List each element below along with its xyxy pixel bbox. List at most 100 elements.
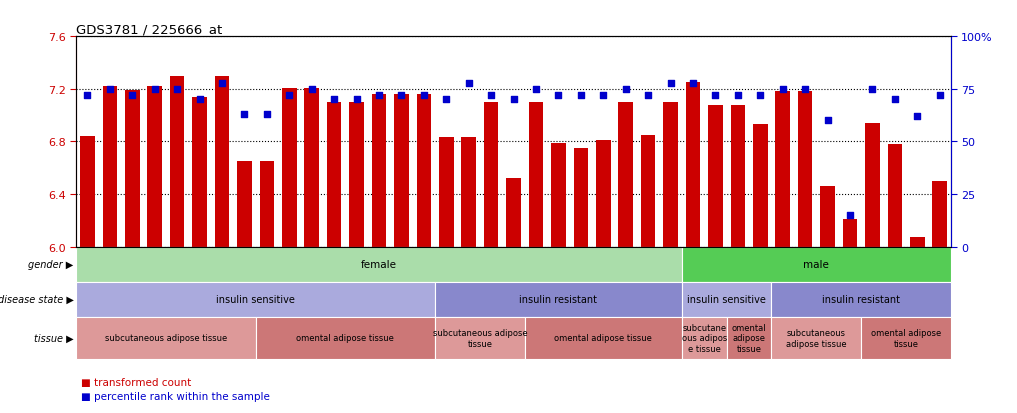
- Point: [707, 93, 723, 99]
- Point: [887, 97, 903, 103]
- Text: subcutaneous adipose
tissue: subcutaneous adipose tissue: [432, 328, 527, 348]
- Point: [909, 114, 925, 120]
- Bar: [170, 76, 184, 247]
- Point: [753, 93, 769, 99]
- Point: [416, 93, 432, 99]
- Bar: [439, 138, 454, 247]
- Bar: [395, 95, 409, 247]
- Point: [573, 93, 589, 99]
- Bar: [76, 247, 681, 282]
- Point: [617, 86, 634, 93]
- Point: [820, 118, 836, 124]
- Bar: [708, 105, 723, 247]
- Bar: [76, 282, 435, 317]
- Bar: [775, 92, 790, 247]
- Bar: [255, 317, 435, 359]
- Text: tissue ▶: tissue ▶: [34, 333, 73, 343]
- Bar: [843, 219, 857, 247]
- Bar: [772, 317, 861, 359]
- Bar: [417, 95, 431, 247]
- Text: subcutaneous adipose tissue: subcutaneous adipose tissue: [105, 334, 227, 342]
- Bar: [525, 317, 681, 359]
- Point: [528, 86, 544, 93]
- Point: [461, 80, 477, 87]
- Point: [169, 86, 185, 93]
- Bar: [596, 141, 610, 247]
- Bar: [681, 247, 951, 282]
- Bar: [282, 88, 297, 247]
- Point: [505, 97, 522, 103]
- Bar: [888, 145, 902, 247]
- Text: GDS3781 / 225666_at: GDS3781 / 225666_at: [76, 23, 223, 36]
- Bar: [304, 88, 319, 247]
- Point: [214, 80, 230, 87]
- Point: [326, 97, 343, 103]
- Bar: [326, 103, 342, 247]
- Point: [281, 93, 297, 99]
- Point: [438, 97, 455, 103]
- Point: [258, 112, 275, 118]
- Point: [79, 93, 96, 99]
- Point: [191, 97, 207, 103]
- Bar: [753, 125, 768, 247]
- Bar: [103, 87, 117, 247]
- Text: insulin sensitive: insulin sensitive: [687, 294, 766, 304]
- Point: [102, 86, 118, 93]
- Text: omental adipose tissue: omental adipose tissue: [296, 334, 395, 342]
- Bar: [933, 181, 947, 247]
- Bar: [821, 187, 835, 247]
- Text: insulin resistant: insulin resistant: [822, 294, 900, 304]
- Point: [640, 93, 656, 99]
- Bar: [663, 103, 678, 247]
- Bar: [435, 317, 525, 359]
- Point: [550, 93, 566, 99]
- Bar: [215, 76, 230, 247]
- Point: [349, 97, 365, 103]
- Bar: [798, 92, 813, 247]
- Point: [775, 86, 791, 93]
- Bar: [681, 317, 726, 359]
- Bar: [730, 105, 745, 247]
- Bar: [484, 103, 498, 247]
- Point: [371, 93, 387, 99]
- Bar: [618, 103, 633, 247]
- Point: [595, 93, 611, 99]
- Point: [730, 93, 746, 99]
- Bar: [529, 103, 543, 247]
- Bar: [237, 162, 252, 247]
- Bar: [435, 282, 681, 317]
- Point: [662, 80, 678, 87]
- Point: [394, 93, 410, 99]
- Bar: [865, 124, 880, 247]
- Text: insulin resistant: insulin resistant: [520, 294, 597, 304]
- Bar: [861, 317, 951, 359]
- Text: omental
adipose
tissue: omental adipose tissue: [732, 323, 767, 353]
- Point: [483, 93, 499, 99]
- Bar: [641, 135, 655, 247]
- Point: [864, 86, 881, 93]
- Text: omental adipose
tissue: omental adipose tissue: [871, 328, 941, 348]
- Text: subcutane
ous adipos
e tissue: subcutane ous adipos e tissue: [681, 323, 727, 353]
- Bar: [125, 91, 139, 247]
- Text: omental adipose tissue: omental adipose tissue: [554, 334, 652, 342]
- Bar: [910, 238, 924, 247]
- Point: [932, 93, 948, 99]
- Bar: [80, 137, 95, 247]
- Bar: [76, 317, 255, 359]
- Bar: [349, 103, 364, 247]
- Bar: [462, 138, 476, 247]
- Point: [797, 86, 814, 93]
- Bar: [551, 143, 565, 247]
- Point: [304, 86, 320, 93]
- Bar: [259, 162, 275, 247]
- Bar: [506, 179, 521, 247]
- Point: [236, 112, 252, 118]
- Text: insulin sensitive: insulin sensitive: [217, 294, 295, 304]
- Bar: [192, 97, 206, 247]
- Bar: [772, 282, 951, 317]
- Bar: [574, 149, 588, 247]
- Bar: [685, 83, 701, 247]
- Bar: [726, 317, 772, 359]
- Text: subcutaneous
adipose tissue: subcutaneous adipose tissue: [786, 328, 846, 348]
- Text: male: male: [803, 259, 829, 269]
